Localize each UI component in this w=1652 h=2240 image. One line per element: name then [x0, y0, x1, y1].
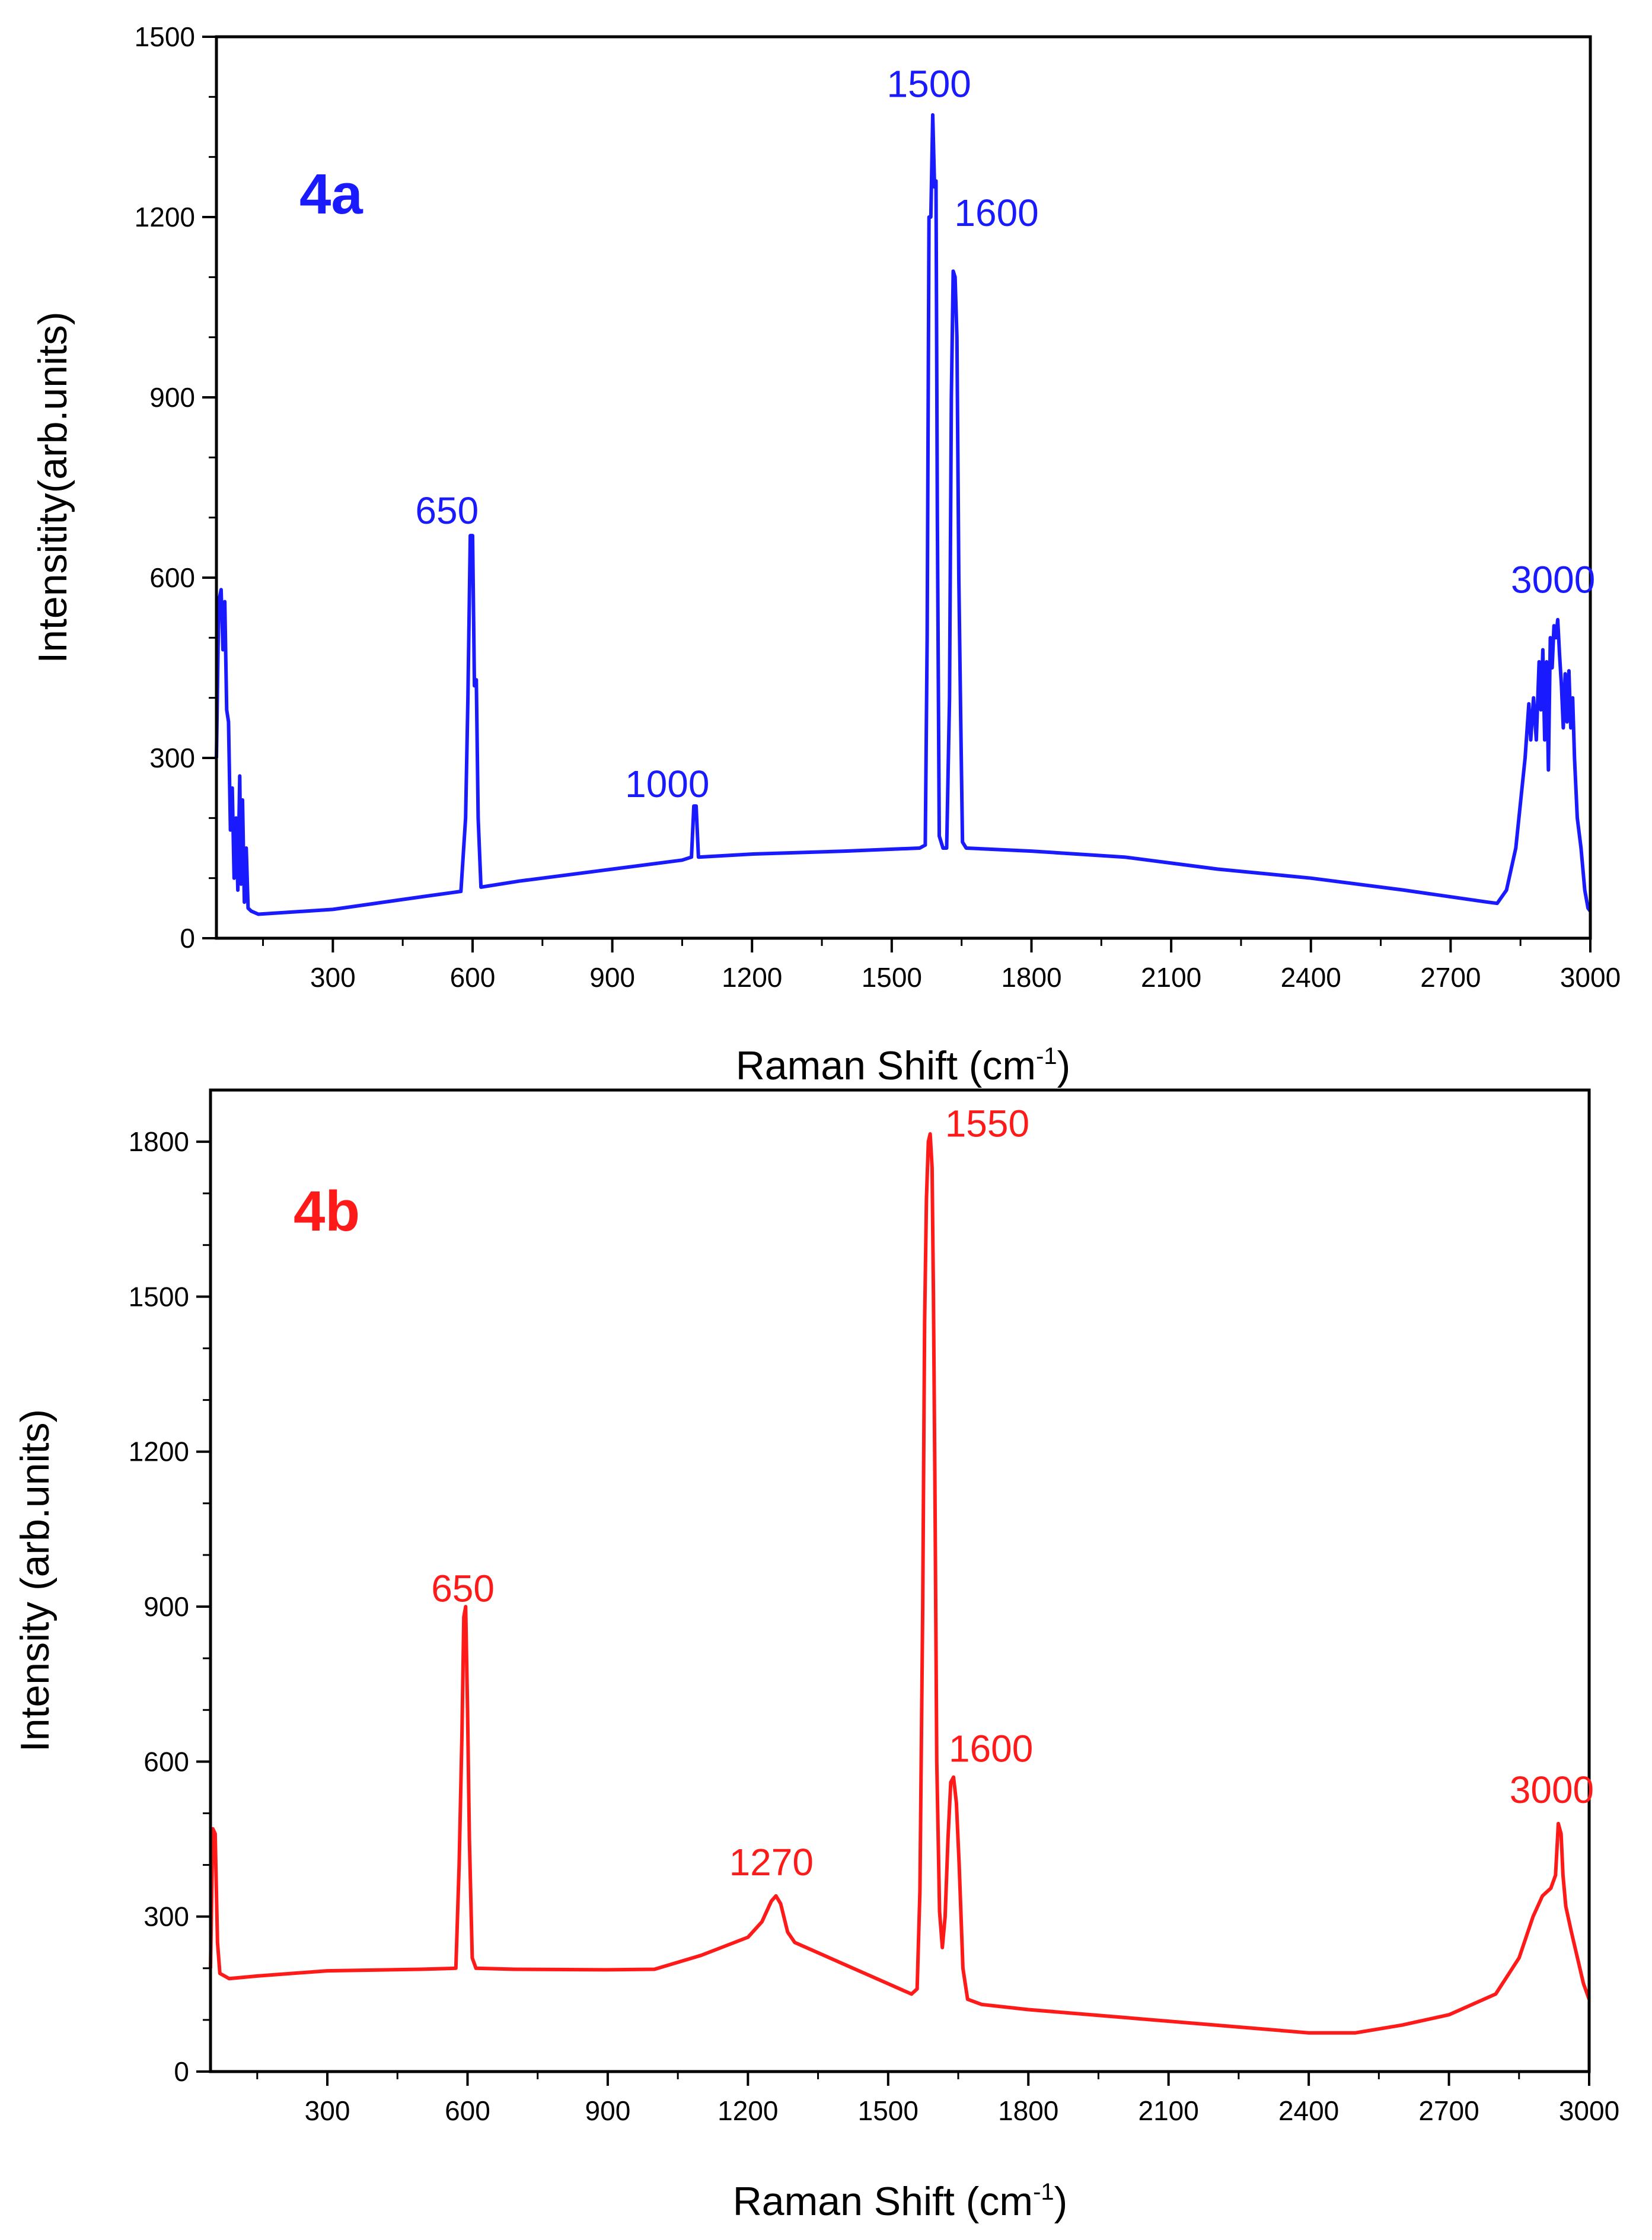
peak-labels-4b: 650 1270 1550 1600 3000: [431, 1102, 1594, 1884]
x-tick-label-4b-1500: 1500: [858, 2095, 919, 2126]
peak-label-4b-1600: 1600: [949, 1727, 1033, 1770]
x-tick-label-4b-2400: 2400: [1278, 2095, 1339, 2126]
peak-label-4b-650: 650: [431, 1567, 495, 1610]
peak-labels-4a: 650 1000 1500 1600 3000: [415, 62, 1595, 805]
panel-label-4a: 4a: [299, 162, 363, 226]
x-axis-4b: 300 600 900 1200 1500 1800 2100 2400 2700 3000: [256, 2072, 1619, 2126]
x-axis-4a: 300 600 900 1200 1500 1800 2100 2400 2700 3000: [262, 938, 1621, 993]
y-axis-title-4b: Intensity (arb.units): [12, 1409, 58, 1752]
x-axis-title-4a: Raman Shift (cm-1): [736, 1043, 1071, 1088]
y-tick-label-4a-300: 300: [149, 743, 195, 773]
y-tick-label-4b-0: 0: [174, 2056, 189, 2087]
x-axis-title-4b: Raman Shift (cm-1): [733, 2179, 1068, 2224]
peak-label-4a-1500: 1500: [887, 62, 971, 105]
x-tick-label-4a-600: 600: [450, 962, 496, 993]
y-axis-4a: 0 300 600 900 1200 1500: [135, 21, 216, 954]
x-tick-label-4a-3000: 3000: [1560, 962, 1621, 993]
y-tick-label-4b-1200: 1200: [129, 1436, 189, 1467]
y-tick-label-4b-300: 300: [143, 1901, 189, 1932]
chart-panel-4a: 300 600 900 1200 1500 1800 2100 2400 2700 3000 0 3…: [30, 21, 1621, 1088]
x-tick-label-4a-1800: 1800: [1001, 962, 1061, 993]
x-axis-title-4b-sup: -1: [1033, 2179, 1054, 2205]
x-tick-label-4a-2700: 2700: [1420, 962, 1481, 993]
peak-label-4b-1270: 1270: [729, 1841, 814, 1884]
chart-panel-4b: 300 600 900 1200 1500 1800 2100 2400 2700 3000 0 3…: [12, 1088, 1619, 2224]
peak-label-4b-3000: 3000: [1510, 1769, 1594, 1811]
x-tick-label-4b-1200: 1200: [717, 2095, 778, 2126]
panel-label-4b: 4b: [294, 1180, 360, 1243]
x-axis-title-4a-main: Raman Shift (cm: [736, 1043, 1036, 1088]
x-tick-label-4a-2400: 2400: [1281, 962, 1341, 993]
x-tick-label-4b-1800: 1800: [998, 2095, 1058, 2126]
x-tick-label-4b-900: 900: [585, 2095, 631, 2126]
peak-label-4a-3000: 3000: [1511, 558, 1595, 601]
x-axis-title-4b-end: ): [1054, 2179, 1068, 2224]
peak-label-4a-650: 650: [415, 489, 479, 532]
y-axis-4b: 0 300 600 900 1200 1500 1800: [129, 1126, 211, 2087]
x-tick-label-4b-2100: 2100: [1138, 2095, 1199, 2126]
y-tick-label-4b-1500: 1500: [129, 1281, 189, 1312]
y-axis-title-4a: Intensitity(arb.units): [30, 311, 75, 663]
series-line-4b-group: [209, 1132, 1591, 2035]
y-tick-label-4b-900: 900: [143, 1591, 189, 1622]
y-tick-label-4b-600: 600: [143, 1746, 189, 1777]
x-tick-label-4b-3000: 3000: [1559, 2095, 1619, 2126]
y-tick-label-4a-1200: 1200: [135, 202, 195, 232]
x-axis-title-4a-end: ): [1057, 1043, 1071, 1088]
x-axis-title-4a-sup: -1: [1036, 1043, 1057, 1069]
x-axis-title-4b-main: Raman Shift (cm: [733, 2179, 1033, 2224]
plot-frame-4b: [209, 1088, 1591, 2073]
series-line-4a-0: [215, 113, 1592, 916]
y-tick-label-4a-600: 600: [149, 562, 195, 593]
peak-label-4a-1000: 1000: [625, 763, 709, 805]
plot-frame-4a: [215, 35, 1592, 940]
y-tick-label-4a-1500: 1500: [135, 21, 195, 52]
series-line-4b-0: [209, 1132, 1591, 2035]
x-tick-label-4a-300: 300: [310, 962, 356, 993]
peak-label-4a-1600: 1600: [954, 192, 1038, 234]
x-tick-label-4a-1500: 1500: [862, 962, 922, 993]
x-tick-label-4a-900: 900: [589, 962, 635, 993]
y-tick-label-4b-1800: 1800: [129, 1126, 189, 1157]
peak-label-4b-1550: 1550: [945, 1102, 1029, 1145]
series-line-4a-group: [215, 113, 1592, 916]
x-tick-label-4a-1200: 1200: [722, 962, 782, 993]
x-tick-label-4a-2100: 2100: [1141, 962, 1201, 993]
x-tick-label-4b-600: 600: [445, 2095, 490, 2126]
y-tick-label-4a-0: 0: [180, 923, 195, 954]
y-tick-label-4a-900: 900: [149, 382, 195, 413]
x-tick-label-4b-2700: 2700: [1418, 2095, 1479, 2126]
x-tick-label-4b-300: 300: [305, 2095, 350, 2126]
